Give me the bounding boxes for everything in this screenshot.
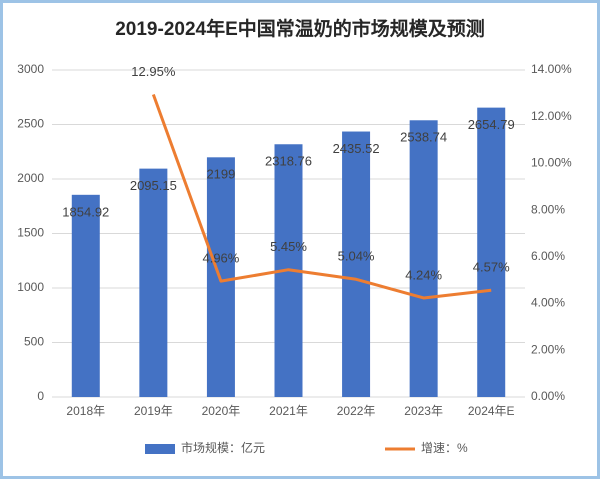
y-tick-label: 2000: [17, 171, 44, 185]
y2-tick-label: 0.00%: [531, 389, 565, 403]
bar: [477, 107, 506, 397]
y2-tick-label: 6.00%: [531, 249, 565, 263]
y-tick-label: 1500: [17, 226, 44, 240]
bar-value-label: 2318.76: [265, 154, 312, 169]
bar-value-label: 1854.92: [62, 204, 109, 219]
line-value-label: 5.45%: [270, 239, 307, 254]
bar-value-label: 2199: [206, 167, 235, 182]
bar-value-label: 2538.74: [400, 130, 447, 145]
bar: [71, 194, 100, 397]
bar-value-label: 2095.15: [130, 178, 177, 193]
line-value-label: 4.24%: [405, 267, 442, 282]
line-value-label: 12.95%: [131, 64, 176, 79]
bar: [342, 131, 371, 397]
x-tick-label: 2023年: [404, 404, 443, 418]
y2-tick-label: 12.00%: [531, 109, 572, 123]
bar: [409, 120, 438, 397]
y2-tick-label: 2.00%: [531, 342, 565, 356]
line-value-label: 4.57%: [473, 260, 510, 275]
legend-label: 市场规模：亿元: [181, 440, 265, 455]
x-tick-label: 2024年E: [468, 404, 515, 418]
legend-label: 增速：%: [421, 441, 468, 455]
bar-value-label: 2654.79: [468, 117, 515, 132]
x-tick-label: 2019年: [134, 404, 173, 418]
x-tick-label: 2022年: [337, 404, 376, 418]
bar: [139, 168, 168, 397]
chart-title: 2019-2024年E中国常温奶的市场规模及预测: [115, 17, 485, 40]
y2-tick-label: 4.00%: [531, 296, 565, 310]
y-tick-label: 0: [37, 389, 44, 403]
y2-tick-label: 10.00%: [531, 156, 572, 170]
x-tick-label: 2018年: [66, 404, 105, 418]
legend-swatch: [145, 444, 175, 454]
y-tick-label: 2500: [17, 117, 44, 131]
y2-tick-label: 8.00%: [531, 202, 565, 216]
line-value-label: 4.96%: [202, 251, 239, 266]
y-tick-label: 1000: [17, 280, 44, 294]
bar-value-label: 2435.52: [333, 141, 380, 156]
line-value-label: 5.04%: [338, 249, 375, 264]
x-tick-label: 2021年: [269, 404, 308, 418]
y-tick-label: 3000: [17, 62, 44, 76]
line: [151, 94, 492, 300]
y2-tick-label: 14.00%: [531, 62, 572, 76]
x-tick-label: 2020年: [202, 404, 241, 418]
y-tick-label: 500: [24, 335, 44, 349]
